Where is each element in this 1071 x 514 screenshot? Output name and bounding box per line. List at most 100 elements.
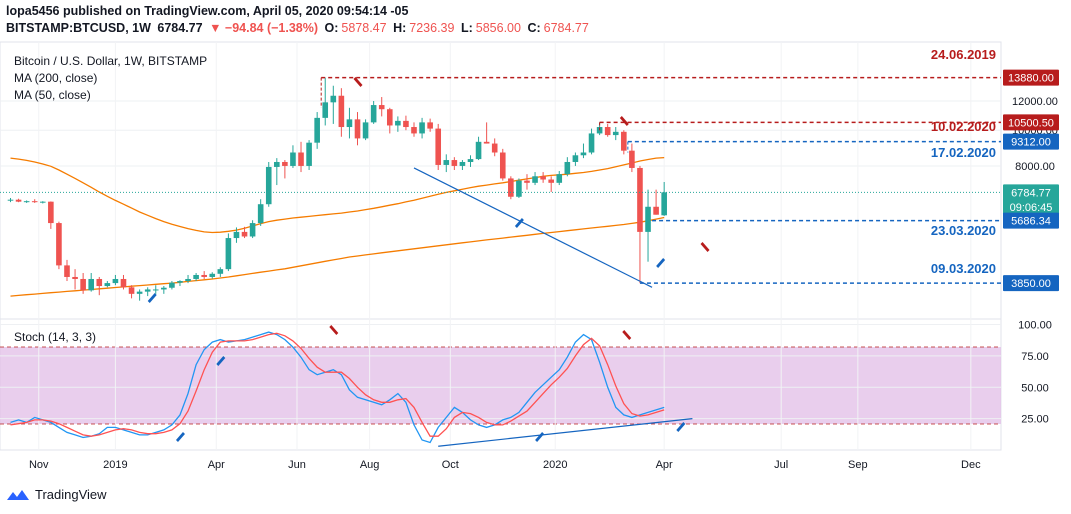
level-lines xyxy=(0,76,1001,288)
pin-marker-icon xyxy=(147,293,157,303)
candle-body xyxy=(491,143,498,153)
price-axis-tick: 8000.00 xyxy=(1015,161,1055,173)
candle-body xyxy=(580,152,587,156)
legend-stoch: Stoch (14, 3, 3) xyxy=(14,330,96,344)
pin-marker-icon xyxy=(676,422,686,432)
candle-body xyxy=(661,192,667,216)
stoch-trendline xyxy=(438,418,693,447)
time-axis-tick: Apr xyxy=(656,459,673,471)
pin-marker-icon xyxy=(329,325,339,335)
price-label-text: 3850.00 xyxy=(1011,278,1051,290)
candle-body xyxy=(516,180,522,197)
candle-body xyxy=(56,223,62,266)
candle-body xyxy=(104,283,111,287)
time-axis-tick: Dec xyxy=(961,459,981,471)
stoch-axis-tick: 100.00 xyxy=(1018,320,1052,332)
pin-marker-icon xyxy=(216,356,226,366)
axes: 12000.0010000.008000.00100.0075.0050.002… xyxy=(29,69,1059,471)
price-label-1: 10500.50 xyxy=(1003,114,1059,131)
candle-body xyxy=(314,117,320,143)
stoch-axis-tick: 50.00 xyxy=(1021,382,1049,394)
candle-body xyxy=(378,105,385,110)
legend-title: Bitcoin / U.S. Dollar, 1W, BITSTAMP xyxy=(14,54,207,68)
candle-body xyxy=(540,176,546,180)
candle-body xyxy=(435,128,442,165)
pin-marker-icon xyxy=(514,218,524,228)
high-label: H: xyxy=(393,21,407,35)
annotation-10-02-2020: 10.02.2020 xyxy=(931,119,996,134)
candle-body xyxy=(564,161,571,175)
footer-brand: TradingView xyxy=(35,487,107,502)
candles xyxy=(7,77,667,301)
candle-body xyxy=(467,159,474,162)
ma200-line xyxy=(10,216,665,297)
moving-averages xyxy=(10,156,665,297)
time-axis-tick: Jul xyxy=(774,459,788,471)
time-axis-tick: Apr xyxy=(208,459,225,471)
candle-body xyxy=(7,199,14,201)
time-axis-tick: Aug xyxy=(360,459,380,471)
candle-body xyxy=(290,152,296,166)
candle-body xyxy=(548,179,554,183)
price-label-text: 09:06:45 xyxy=(1010,202,1053,214)
price-label-box xyxy=(1003,133,1059,150)
open-label: O: xyxy=(324,21,339,35)
last-price: 6784.77 xyxy=(157,21,203,35)
price-label-box xyxy=(1003,275,1059,292)
candle-body xyxy=(370,105,377,123)
pin-marker-icon xyxy=(619,116,629,126)
stoch-axis-tick: 75.00 xyxy=(1021,351,1049,363)
candle-body xyxy=(31,201,38,203)
descending-trendline xyxy=(413,167,653,288)
low-value: 5856.00 xyxy=(475,21,521,35)
tradingview-footer[interactable]: TradingView xyxy=(6,487,107,502)
price-axis-tick: 12000.00 xyxy=(1012,96,1058,108)
candle-body xyxy=(588,133,595,153)
legend-ma200: MA (200, close) xyxy=(14,71,97,85)
time-axis-tick: 2019 xyxy=(103,459,127,471)
stoch-band xyxy=(0,347,1001,424)
candle-body xyxy=(128,287,135,294)
candle-body xyxy=(572,155,579,162)
candle-body xyxy=(161,287,167,290)
candle-body xyxy=(225,238,232,270)
candle-body xyxy=(152,289,159,291)
candle-body xyxy=(80,278,86,291)
price-label-2: 9312.00 xyxy=(1003,133,1059,150)
grid xyxy=(0,42,1001,450)
candle-body xyxy=(621,131,627,151)
price-label-box xyxy=(1003,198,1059,215)
candle-body xyxy=(72,276,78,279)
high-value: 7236.39 xyxy=(409,21,455,35)
candle-body xyxy=(193,274,199,279)
price-label-box xyxy=(1003,114,1059,131)
candle-body xyxy=(88,278,94,291)
stoch-d-line xyxy=(10,332,665,437)
candle-body xyxy=(48,201,54,224)
candle-body xyxy=(306,142,312,166)
pin-marker-icon xyxy=(353,77,363,87)
pin-marker-icon xyxy=(700,242,710,252)
candle-body xyxy=(96,278,103,287)
price-pane[interactable] xyxy=(0,41,1002,320)
candle-body xyxy=(395,120,401,126)
pin-marker-icon xyxy=(622,330,632,340)
ma50-line xyxy=(10,156,665,234)
candle-body xyxy=(64,265,70,277)
published-line: lopa5456 published on TradingView.com, A… xyxy=(6,4,409,18)
pin-marker-icon xyxy=(535,432,545,442)
candle-body xyxy=(419,122,425,134)
candle-body xyxy=(338,95,345,128)
chart-header: lopa5456 published on TradingView.com, A… xyxy=(6,3,592,37)
candle-body xyxy=(354,119,361,139)
open-value: 5878.47 xyxy=(341,21,387,35)
price-label-box xyxy=(1003,184,1059,201)
candle-body xyxy=(23,201,30,203)
price-change: ▼ −94.84 (−1.38%) xyxy=(209,21,319,35)
annotation-09-03-2020: 09.03.2020 xyxy=(931,261,996,276)
candle-body xyxy=(112,278,119,284)
price-label-3: 6784.77 xyxy=(1003,184,1059,201)
time-axis-tick: Jun xyxy=(288,459,306,471)
annotation-24-06-2019: 24.06.2019 xyxy=(931,47,996,62)
